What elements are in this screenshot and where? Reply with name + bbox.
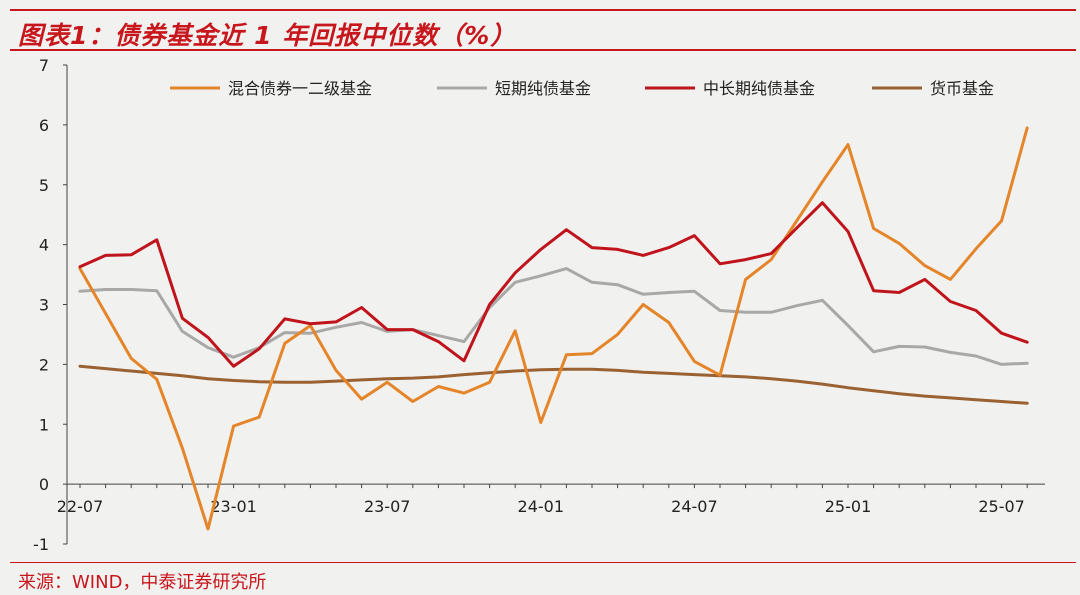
series-lines [78,126,1029,531]
y-tick-label: 1 [39,415,49,434]
legend-label-2: 中长期纯债基金 [703,79,815,98]
x-tick-label: 25-01 [825,497,872,516]
x-tick-label: 25-07 [978,497,1025,516]
series-line-0 [78,126,1029,531]
series-line-3 [78,364,1029,405]
y-tick-label: 7 [39,56,49,75]
legend-label-1: 短期纯债基金 [495,79,591,98]
y-tick-label: 6 [39,116,49,135]
series-line-1 [78,267,1029,366]
legend-label-3: 货币基金 [930,79,994,98]
y-tick-label: 4 [39,236,49,255]
x-tick-label: 23-07 [364,497,411,516]
y-tick-label: 0 [39,475,49,494]
legend: 混合债券一二级基金 短期纯债基金 中长期纯债基金 货币基金 [170,79,994,98]
source-note: 来源：WIND，中泰证券研究所 [18,572,267,593]
y-tick-label: 5 [39,176,49,195]
y-tick-label: -1 [33,535,49,554]
title-rule [10,49,1076,51]
source-rule [10,562,1076,563]
y-tick-label: 3 [39,296,49,315]
x-tick-label: 24-01 [518,497,565,516]
page-title: 图表1：债券基金近 1 年回报中位数（%） [18,21,517,50]
x-tick-label: 22-07 [57,497,104,516]
legend-label-0: 混合债券一二级基金 [228,79,372,98]
x-tick-label: 24-07 [671,497,718,516]
series-line-2 [78,201,1029,368]
axes: -1 0 1 2 3 4 5 6 7 22-07 23-01 23-07 24-01 24-07 25-01… [33,56,1045,554]
y-tick-label: 2 [39,355,49,374]
x-tick-label: 23-01 [210,497,257,516]
top-rule [10,9,1076,11]
